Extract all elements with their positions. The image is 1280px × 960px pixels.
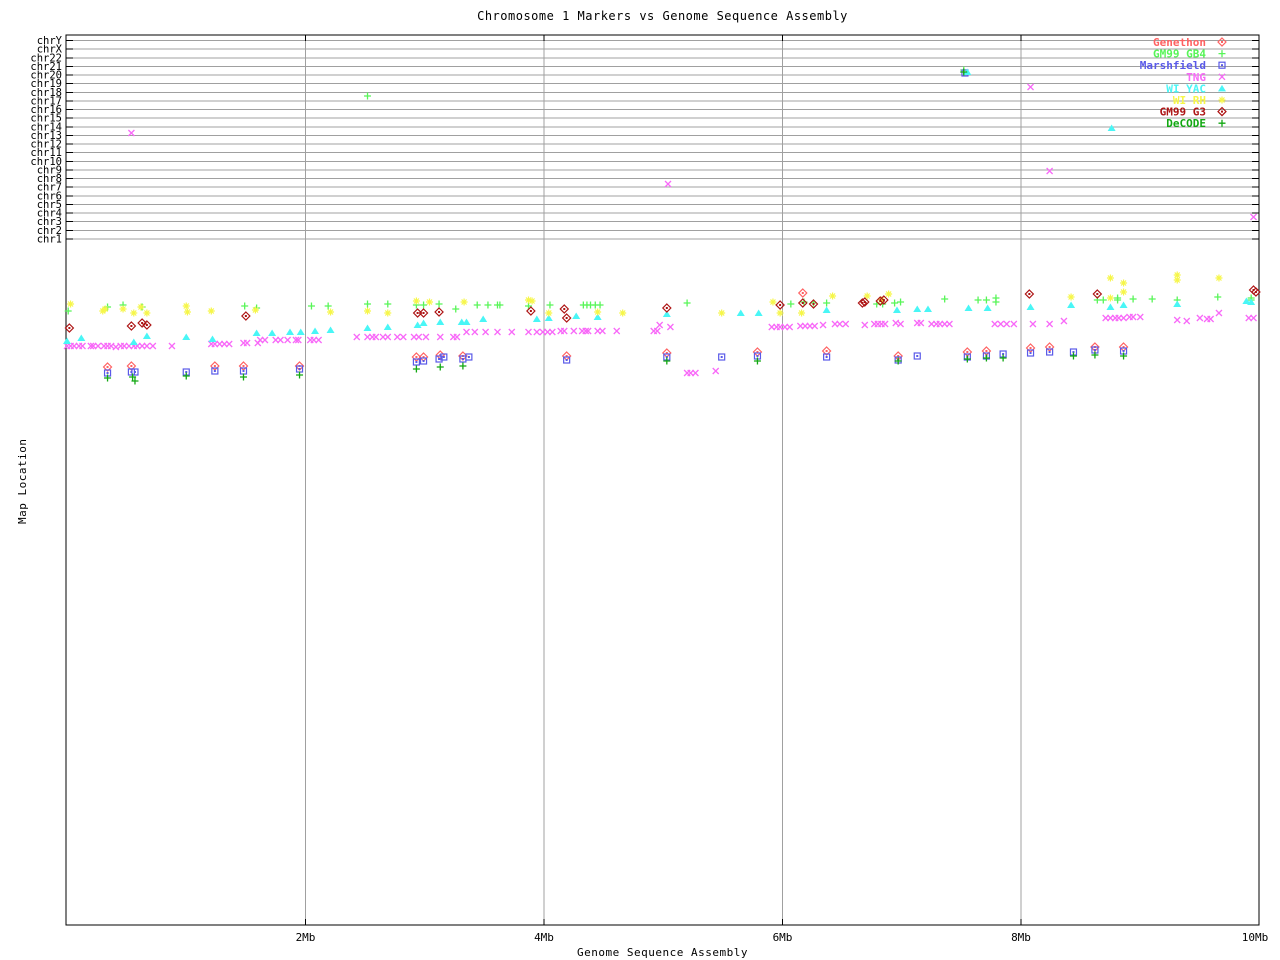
legend-symbol-diamond-dot-icon bbox=[1217, 37, 1227, 47]
x-tick-label: 2Mb bbox=[296, 931, 316, 944]
mb-gridlines bbox=[305, 35, 1022, 925]
legend-label: TNG bbox=[1186, 71, 1206, 84]
legend-symbol-star-icon bbox=[1218, 96, 1226, 104]
chromosome-gridlines bbox=[66, 40, 1259, 240]
x-tick-label: 8Mb bbox=[1011, 931, 1031, 944]
legend-label: WI RH bbox=[1173, 94, 1206, 107]
y-tick-labels: chrYchrXchr22chr21chr20chr19chr18chr17ch… bbox=[30, 35, 62, 245]
legend-label: Marshfield bbox=[1140, 59, 1206, 72]
y-tick-label: chr1 bbox=[37, 233, 62, 245]
y-tick-label: chr10 bbox=[30, 156, 62, 168]
y-tick-label: chr7 bbox=[37, 182, 62, 194]
legend-symbol-triangle-icon bbox=[1218, 84, 1226, 92]
x-tick-label: 4Mb bbox=[534, 931, 554, 944]
y-tick-label: chr12 bbox=[30, 139, 62, 151]
x-axis-title: Genome Sequence Assembly bbox=[577, 946, 748, 959]
y-tick-label: chr5 bbox=[37, 199, 62, 211]
y-tick-label: chrY bbox=[37, 35, 63, 47]
axis-ticks bbox=[66, 35, 1260, 925]
series-tng bbox=[63, 83, 1257, 377]
y-tick-label: chr2 bbox=[37, 225, 62, 237]
legend-label: DeCODE bbox=[1166, 117, 1206, 130]
x-tick-labels: 2Mb 4Mb 6Mb 8Mb 10Mb bbox=[296, 931, 1269, 944]
legend-label: Genethon bbox=[1153, 36, 1206, 49]
y-tick-label: chr15 bbox=[30, 113, 62, 125]
y-tick-label: chr13 bbox=[30, 130, 62, 142]
y-tick-label: chr17 bbox=[30, 95, 62, 107]
y-tick-label: chr19 bbox=[30, 78, 62, 90]
legend-label: GM99 GB4 bbox=[1153, 48, 1206, 61]
y-tick-label: chr20 bbox=[30, 70, 62, 82]
series-wi-yac bbox=[63, 68, 1256, 345]
x-tick-label: 10Mb bbox=[1242, 931, 1269, 944]
legend-label: GM99 G3 bbox=[1160, 106, 1206, 119]
y-tick-label: chrX bbox=[37, 44, 63, 56]
y-tick-label: chr22 bbox=[30, 52, 62, 64]
legend-symbol-diamond-dot-icon bbox=[1217, 106, 1227, 117]
series-gm99-g3 bbox=[64, 285, 1261, 333]
chart-title: Chromosome 1 Markers vs Genome Sequence … bbox=[477, 9, 848, 23]
y-tick-label: chr6 bbox=[37, 190, 62, 202]
legend-label: WI YAC bbox=[1166, 82, 1206, 95]
y-tick-label: chr18 bbox=[30, 87, 62, 99]
series-gm99-gb4 bbox=[64, 66, 1255, 315]
y-tick-label: chr9 bbox=[37, 164, 62, 176]
y-tick-label: chr3 bbox=[37, 216, 62, 228]
y-tick-label: chr21 bbox=[30, 61, 62, 73]
legend-symbol-cross-icon bbox=[1218, 73, 1226, 81]
x-tick-label: 6Mb bbox=[773, 931, 793, 944]
y-tick-label: chr4 bbox=[37, 208, 62, 220]
legend-symbol-square-dot-icon bbox=[1218, 61, 1226, 69]
y-axis-title: Map Location bbox=[16, 438, 29, 524]
series-wi-rh bbox=[67, 271, 1223, 317]
series-decode bbox=[104, 68, 1128, 385]
legend-symbol-plus-icon bbox=[1218, 50, 1226, 58]
plot-border bbox=[65, 34, 1260, 926]
legend-symbol-plus-icon bbox=[1218, 119, 1226, 127]
y-tick-label: chr11 bbox=[30, 147, 62, 159]
y-tick-label: chr14 bbox=[30, 121, 62, 133]
y-tick-label: chr16 bbox=[30, 104, 62, 116]
y-tick-label: chr8 bbox=[37, 173, 62, 185]
